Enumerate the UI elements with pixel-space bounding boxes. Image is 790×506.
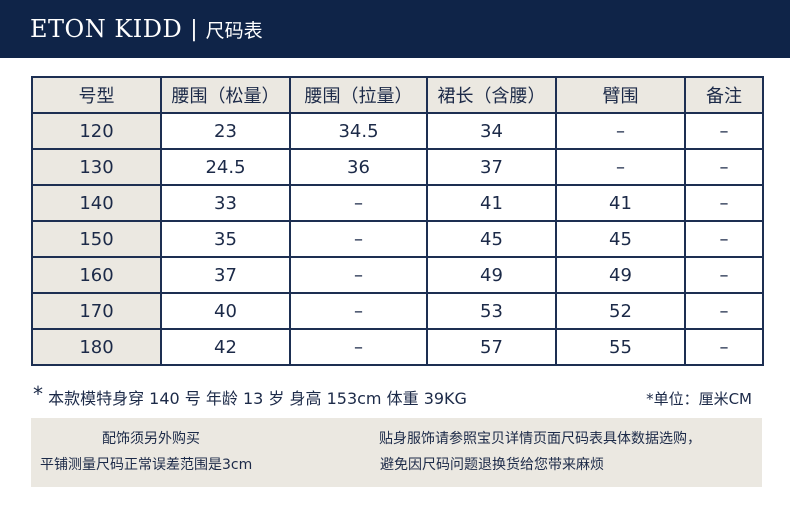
table-cell: – <box>289 256 428 294</box>
table-cell: – <box>289 328 428 366</box>
table-cell: 45 <box>426 220 557 258</box>
table-cell: – <box>289 220 428 258</box>
table-cell: 42 <box>160 328 291 366</box>
table-row: 140 33 – 41 41 – <box>31 184 764 222</box>
table-cell: – <box>684 256 764 294</box>
table-cell: 23 <box>160 112 291 150</box>
sizing-advice-note: 贴身服饰请参照宝贝详情页面尺码表具体数据选购， <box>379 431 701 447</box>
table-cell: 36 <box>289 148 428 186</box>
table-cell: – <box>684 148 764 186</box>
table-cell: – <box>684 112 764 150</box>
table-cell: – <box>684 220 764 258</box>
table-cell: – <box>684 292 764 330</box>
size-cell: 150 <box>31 220 162 258</box>
notes-box: 配饰须另外购买 平铺测量尺码正常误差范围是3cm 贴身服饰请参照宝贝详情页面尺码… <box>31 418 762 487</box>
header-separator: | <box>190 16 198 42</box>
table-cell: 49 <box>426 256 557 294</box>
table-cell: – <box>289 184 428 222</box>
table-cell: 37 <box>426 148 557 186</box>
table-cell: 24.5 <box>160 148 291 186</box>
header-bar: ETON KIDD | 尺码表 <box>0 0 790 58</box>
table-row: 130 24.5 36 37 – – <box>31 148 764 186</box>
table-row: 180 42 – 57 55 – <box>31 328 764 366</box>
unit-note: *单位：厘米CM <box>646 390 752 408</box>
table-cell: 37 <box>160 256 291 294</box>
column-header-remarks: 备注 <box>684 76 764 114</box>
table-cell: 52 <box>555 292 686 330</box>
table-header-row: 号型 腰围（松量） 腰围（拉量） 裙长（含腰） 臂围 备注 <box>31 76 764 114</box>
table-cell: 41 <box>555 184 686 222</box>
table-cell: 34.5 <box>289 112 428 150</box>
page-title: 尺码表 <box>205 19 263 42</box>
table-cell: 49 <box>555 256 686 294</box>
table-cell: 45 <box>555 220 686 258</box>
column-header-waist-stretched: 腰围（拉量） <box>289 76 428 114</box>
table-row: 160 37 – 49 49 – <box>31 256 764 294</box>
table-cell: – <box>555 148 686 186</box>
asterisk-mark: * <box>33 382 43 406</box>
column-header-arm: 臂围 <box>555 76 686 114</box>
table-cell: – <box>684 328 764 366</box>
table-cell: – <box>289 292 428 330</box>
column-header-size: 号型 <box>31 76 162 114</box>
table-cell: – <box>684 184 764 222</box>
size-cell: 140 <box>31 184 162 222</box>
table-cell: 57 <box>426 328 557 366</box>
return-avoidance-note: 避免因尺码问题退换货给您带来麻烦 <box>380 457 604 473</box>
model-info-text: 本款模特身穿 140 号 年龄 13 岁 身高 153cm 体重 39KG <box>48 389 467 408</box>
size-cell: 130 <box>31 148 162 186</box>
brand-name: ETON KIDD <box>30 15 183 43</box>
size-cell: 120 <box>31 112 162 150</box>
table-cell: 34 <box>426 112 557 150</box>
table-cell: 40 <box>160 292 291 330</box>
table-cell: 53 <box>426 292 557 330</box>
accessory-note: 配饰须另外购买 <box>102 431 200 447</box>
column-header-skirt-length: 裙长（含腰） <box>426 76 557 114</box>
size-cell: 180 <box>31 328 162 366</box>
table-cell: 41 <box>426 184 557 222</box>
table-row: 170 40 – 53 52 – <box>31 292 764 330</box>
table-cell: 33 <box>160 184 291 222</box>
model-info-note: * 本款模特身穿 140 号 年龄 13 岁 身高 153cm 体重 39KG <box>33 382 467 409</box>
table-cell: 55 <box>555 328 686 366</box>
table-row: 150 35 – 45 45 – <box>31 220 764 258</box>
table-cell: 35 <box>160 220 291 258</box>
measurement-error-note: 平铺测量尺码正常误差范围是3cm <box>40 457 253 473</box>
column-header-waist-relaxed: 腰围（松量） <box>160 76 291 114</box>
size-cell: 160 <box>31 256 162 294</box>
size-table: 号型 腰围（松量） 腰围（拉量） 裙长（含腰） 臂围 备注 120 23 34.… <box>31 76 764 366</box>
table-row: 120 23 34.5 34 – – <box>31 112 764 150</box>
table-cell: – <box>555 112 686 150</box>
size-cell: 170 <box>31 292 162 330</box>
